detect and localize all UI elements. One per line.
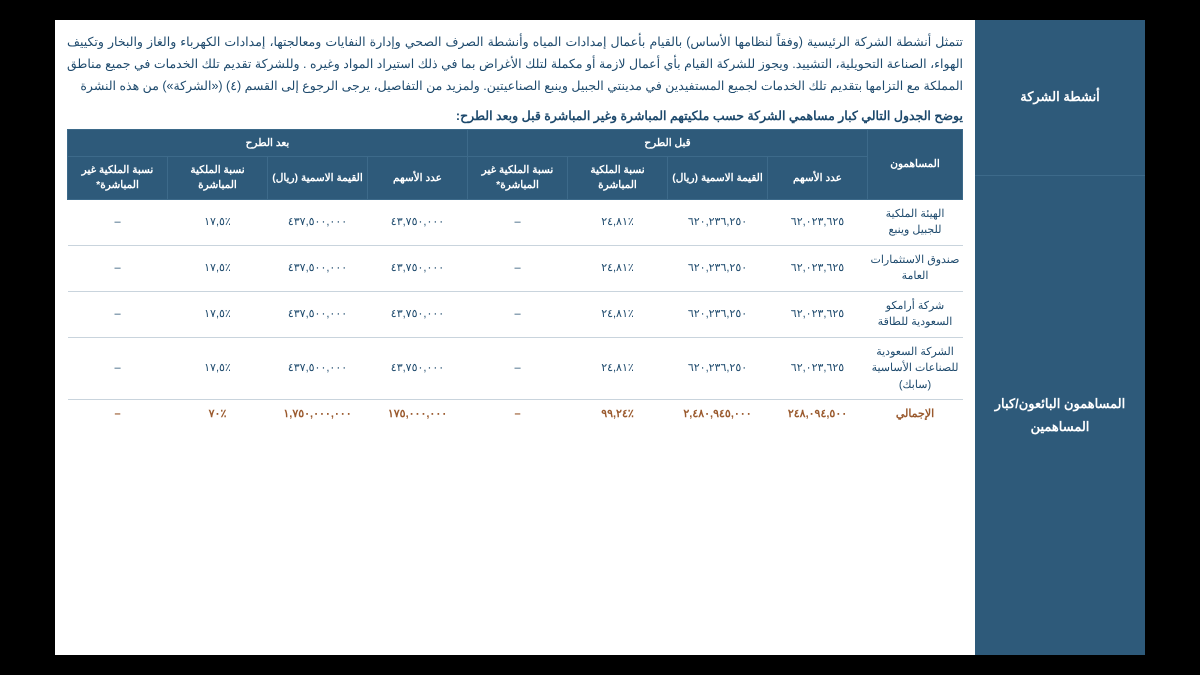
cell-value: ٪٩٩,٢٤ (568, 400, 668, 429)
cell-value: ٪١٧,٥ (168, 245, 268, 291)
cell-value: – (68, 291, 168, 337)
cell-value: ٪٢٤,٨١ (568, 199, 668, 245)
cell-name: الهيئة الملكية للجبيل وينبع (868, 199, 963, 245)
main-content: تتمثل أنشطة الشركة الرئيسية (وفقاً لنظام… (55, 20, 975, 655)
cell-value: – (68, 337, 168, 400)
table-body: الهيئة الملكية للجبيل وينبع ٦٢,٠٢٣,٦٢٥ ٦… (68, 199, 963, 429)
cell-value: ٪١٧,٥ (168, 199, 268, 245)
table-row: الهيئة الملكية للجبيل وينبع ٦٢,٠٢٣,٦٢٥ ٦… (68, 199, 963, 245)
cell-value: ٤٣٧,٥٠٠,٠٠٠ (268, 337, 368, 400)
cell-value: ٦٢٠,٢٣٦,٢٥٠ (668, 337, 768, 400)
cell-value: ٪٢٤,٨١ (568, 337, 668, 400)
table-row: صندوق الاستثمارات العامة ٦٢,٠٢٣,٦٢٥ ٦٢٠,… (68, 245, 963, 291)
cell-value: ٪٢٤,٨١ (568, 245, 668, 291)
th-shareholders: المساهمون (868, 129, 963, 199)
cell-value: ٦٢٠,٢٣٦,٢٥٠ (668, 291, 768, 337)
cell-value: ٤٣٧,٥٠٠,٠٠٠ (268, 199, 368, 245)
cell-value: ٦٢,٠٢٣,٦٢٥ (768, 245, 868, 291)
table-row-total: الإجمالي ٢٤٨,٠٩٤,٥٠٠ ٢,٤٨٠,٩٤٥,٠٠٠ ٪٩٩,٢… (68, 400, 963, 429)
cell-value: – (68, 199, 168, 245)
table-header: المساهمون قبل الطرح بعد الطرح عدد الأسهم… (68, 129, 963, 199)
cell-value: ٪٧٠ (168, 400, 268, 429)
table-row: الشركة السعودية للصناعات الأساسية (سابك)… (68, 337, 963, 400)
cell-total-label: الإجمالي (868, 400, 963, 429)
table-row: شركة أرامكو السعودية للطاقة ٦٢,٠٢٣,٦٢٥ ٦… (68, 291, 963, 337)
document-page: أنشطة الشركة المساهمون البائعون/كبار الم… (55, 20, 1145, 655)
cell-value: ١٧٥,٠٠٠,٠٠٠ (368, 400, 468, 429)
cell-value: – (468, 400, 568, 429)
cell-name: صندوق الاستثمارات العامة (868, 245, 963, 291)
table-caption: يوضح الجدول التالي كبار مساهمي الشركة حس… (67, 108, 963, 123)
activities-paragraph: تتمثل أنشطة الشركة الرئيسية (وفقاً لنظام… (67, 32, 963, 98)
cell-name: الشركة السعودية للصناعات الأساسية (سابك) (868, 337, 963, 400)
cell-value: ٪١٧,٥ (168, 337, 268, 400)
cell-value: – (468, 291, 568, 337)
cell-value: ٢٤٨,٠٩٤,٥٠٠ (768, 400, 868, 429)
th-before-direct: نسبة الملكية المباشرة (568, 157, 668, 199)
cell-value: ٢,٤٨٠,٩٤٥,٠٠٠ (668, 400, 768, 429)
cell-value: – (68, 400, 168, 429)
cell-value: ٤٣,٧٥٠,٠٠٠ (368, 291, 468, 337)
th-before-indirect: نسبة الملكية غير المباشرة* (468, 157, 568, 199)
cell-value: ٦٢,٠٢٣,٦٢٥ (768, 337, 868, 400)
cell-value: ٦٢,٠٢٣,٦٢٥ (768, 199, 868, 245)
cell-value: – (68, 245, 168, 291)
cell-value: ٤٣,٧٥٠,٠٠٠ (368, 245, 468, 291)
th-after-indirect: نسبة الملكية غير المباشرة* (68, 157, 168, 199)
cell-value: – (468, 337, 568, 400)
th-before-shares: عدد الأسهم (768, 157, 868, 199)
cell-value: – (468, 199, 568, 245)
cell-value: ٤٣,٧٥٠,٠٠٠ (368, 337, 468, 400)
cell-name: شركة أرامكو السعودية للطاقة (868, 291, 963, 337)
th-before-nominal: القيمة الاسمية (ريال) (668, 157, 768, 199)
cell-value: – (468, 245, 568, 291)
th-before-group: قبل الطرح (468, 129, 868, 157)
side-label-activities: أنشطة الشركة (975, 20, 1145, 176)
cell-value: ٦٢,٠٢٣,٦٢٥ (768, 291, 868, 337)
cell-value: ٦٢٠,٢٣٦,٢٥٠ (668, 199, 768, 245)
cell-value: ٤٣٧,٥٠٠,٠٠٠ (268, 291, 368, 337)
shareholders-table: المساهمون قبل الطرح بعد الطرح عدد الأسهم… (67, 129, 963, 429)
side-label-column: أنشطة الشركة المساهمون البائعون/كبار الم… (975, 20, 1145, 655)
th-after-nominal: القيمة الاسمية (ريال) (268, 157, 368, 199)
th-after-group: بعد الطرح (68, 129, 468, 157)
cell-value: ٪١٧,٥ (168, 291, 268, 337)
th-after-shares: عدد الأسهم (368, 157, 468, 199)
th-after-direct: نسبة الملكية المباشرة (168, 157, 268, 199)
side-label-shareholders: المساهمون البائعون/كبار المساهمين (975, 176, 1145, 655)
cell-value: ٦٢٠,٢٣٦,٢٥٠ (668, 245, 768, 291)
cell-value: ٤٣٧,٥٠٠,٠٠٠ (268, 245, 368, 291)
cell-value: ٪٢٤,٨١ (568, 291, 668, 337)
cell-value: ١,٧٥٠,٠٠٠,٠٠٠ (268, 400, 368, 429)
cell-value: ٤٣,٧٥٠,٠٠٠ (368, 199, 468, 245)
